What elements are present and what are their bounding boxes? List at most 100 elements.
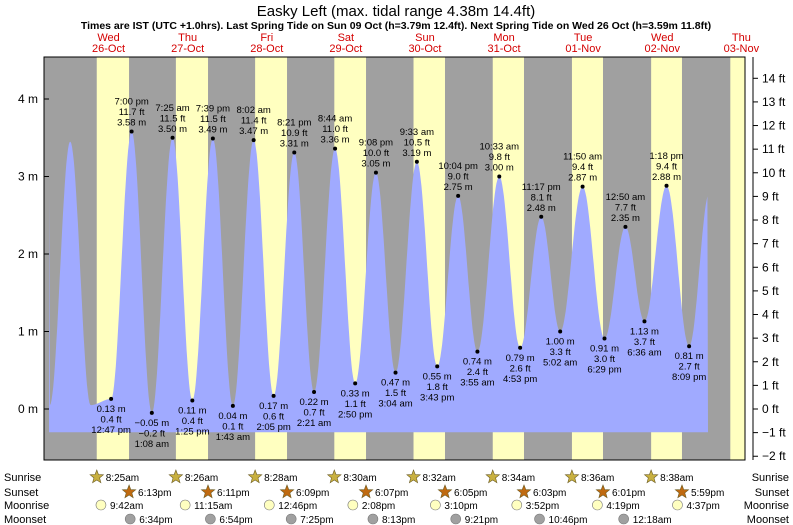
tide-label-ft: 10.0 ft (363, 148, 390, 159)
sunrise-icon (485, 469, 501, 484)
day-name-label: Mon (493, 32, 514, 44)
tide-label-time: 3:43 pm (420, 392, 454, 403)
tide-point (210, 136, 215, 141)
tide-label-m: 0.55 m (423, 371, 452, 382)
day-date-label: 03-Nov (724, 43, 760, 55)
right-axis-tick-label: 0 ft (762, 402, 779, 416)
day-name-label: Sun (415, 32, 435, 44)
tide-label-time: 1:43 am (216, 432, 250, 443)
moonset-time: 10:46pm (549, 515, 588, 525)
day-date-label: 26-Oct (92, 43, 125, 55)
tide-point (602, 336, 607, 341)
moonrise-time: 3:10pm (444, 501, 477, 512)
right-axis-tick-label: 3 ft (762, 331, 779, 345)
moonrise-time: 9:42am (110, 501, 143, 512)
tide-label-time: 11:50 am (563, 152, 602, 163)
tide-point (623, 224, 628, 229)
sunrise-time: 8:38am (660, 473, 693, 484)
right-axis-tick-label: −1 ft (762, 426, 786, 440)
tide-label-ft: 0.7 ft (303, 407, 324, 418)
moonset-icon (618, 513, 629, 525)
tide-label-ft: 10.9 ft (281, 128, 308, 139)
tide-label-ft: 1.5 ft (385, 388, 406, 399)
moonrise-icon (347, 499, 359, 511)
right-axis-tick-label: 7 ft (762, 237, 779, 251)
tide-label-m: 3.58 m (117, 118, 146, 129)
day-date-label: 01-Nov (565, 43, 601, 55)
moonset-icon (367, 513, 379, 525)
day-name-label: Wed (97, 32, 119, 44)
tide-label-ft: 9.8 ft (489, 152, 510, 163)
tide-label-time: 8:02 am (237, 105, 271, 116)
moonrise-time: 4:37pm (686, 501, 719, 512)
sunset-icon (121, 484, 137, 499)
sunset-icon (595, 484, 611, 499)
day-date-label: 31-Oct (488, 43, 521, 55)
tide-curve (49, 131, 708, 433)
sunset-time: 6:13pm (138, 488, 171, 499)
tide-label-m: 0.91 m (590, 343, 619, 354)
tide-point (271, 393, 276, 398)
sunset-row-label-left: Sunset (4, 487, 38, 499)
moonset-icon (285, 513, 297, 525)
tide-point (109, 396, 114, 401)
sunset-icon (516, 484, 532, 499)
tide-label-ft: 7.7 ft (615, 202, 636, 213)
sunrise-time: 8:25am (106, 473, 139, 484)
tide-point (292, 150, 297, 155)
sunrise-time: 8:26am (185, 473, 218, 484)
tide-label-time: 10:04 pm (438, 161, 478, 172)
day-name-label: Wed (651, 32, 673, 44)
daylight-band (730, 57, 745, 460)
moonrise-time: 11:15am (194, 501, 232, 512)
tide-label-time: 1:25 pm (175, 426, 209, 437)
tide-label-time: 9:08 pm (359, 138, 393, 149)
tide-label-ft: 0.6 ft (263, 411, 284, 422)
day-name-label: Thu (732, 32, 751, 44)
tide-label-time: 6:29 pm (587, 364, 621, 375)
sunset-icon (200, 484, 216, 499)
tide-label-time: 5:02 am (543, 358, 577, 369)
tide-label-m: 3.19 m (402, 148, 431, 159)
tide-label-time: 2:21 am (297, 418, 331, 429)
day-name-label: Thu (178, 32, 197, 44)
tide-point (518, 345, 523, 350)
tide-point (230, 403, 235, 408)
tide-point (251, 138, 256, 143)
sunset-icon (279, 484, 295, 499)
moonrise-icon (672, 499, 683, 511)
tide-point (373, 170, 378, 175)
tide-point (687, 344, 692, 349)
left-axis-tick-label: 3 m (18, 170, 38, 184)
tide-label-ft: 2.6 ft (510, 363, 531, 374)
tide-point (312, 389, 317, 394)
moonrise-icon (179, 499, 191, 511)
tide-label-time: 12:50 am (606, 192, 646, 203)
tide-label-m: 0.47 m (381, 378, 410, 389)
moonrise-row-label-left: Moonrise (4, 500, 49, 512)
right-axis-tick-label: 11 ft (762, 142, 785, 156)
tide-point (129, 129, 134, 134)
left-axis-tick-label: 4 m (18, 92, 38, 106)
sunrise-time: 8:32am (423, 473, 456, 484)
tide-label-ft: 10.5 ft (404, 137, 431, 148)
right-axis-tick-label: 1 ft (762, 378, 779, 392)
tide-label-m: 0.13 m (97, 404, 126, 415)
sunrise-icon (247, 469, 263, 484)
right-axis-tick-label: 13 ft (762, 95, 786, 109)
tide-label-ft: 0.4 ft (182, 416, 203, 427)
moonrise-time: 3:52pm (526, 501, 559, 512)
moonset-icon (534, 513, 545, 525)
tide-label-m: 3.36 m (321, 135, 350, 146)
right-axis-tick-label: 8 ft (762, 213, 779, 227)
tide-label-time: 12:47 pm (91, 425, 131, 436)
tide-label-ft: 3.0 ft (594, 354, 615, 365)
tide-label-ft: 11.7 ft (119, 107, 145, 118)
right-axis-tick-label: 10 ft (762, 166, 786, 180)
tide-label-time: 3:04 am (378, 399, 412, 410)
left-axis-tick-label: 1 m (18, 325, 38, 339)
tide-label-m: 2.35 m (611, 213, 640, 224)
tide-label-ft: 11.0 ft (322, 124, 348, 135)
right-axis-tick-label: 6 ft (762, 260, 779, 274)
day-name-label: Tue (574, 32, 593, 44)
